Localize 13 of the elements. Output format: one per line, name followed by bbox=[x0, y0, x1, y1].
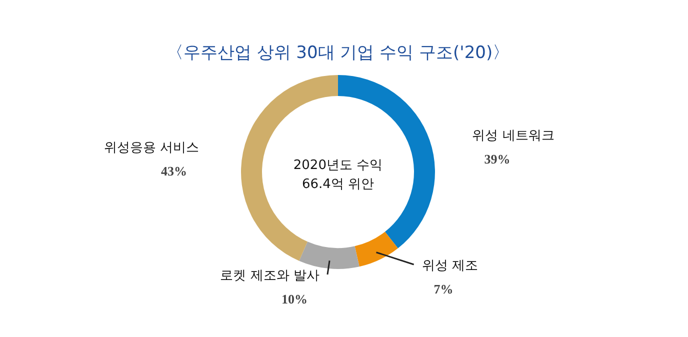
data-label: 39% bbox=[484, 151, 510, 166]
text: 66.4억 위안 bbox=[302, 177, 374, 192]
slice-label: 위성 네트워크 bbox=[472, 128, 554, 144]
slice-label: 위성 제조 bbox=[422, 258, 478, 274]
data-label: 10% bbox=[281, 292, 308, 307]
donut-slice bbox=[354, 232, 398, 267]
slice-label: 위성응용 서비스 bbox=[104, 140, 200, 156]
slice-label: 로켓 제조와 발사 bbox=[220, 268, 320, 284]
data-label: 7% bbox=[434, 282, 454, 297]
donut-slice bbox=[299, 242, 360, 269]
text: 2020년도 수익 bbox=[293, 158, 383, 173]
chart-title: 〈우주산업 상위 30대 기업 수익 구조('20)〉 bbox=[166, 43, 510, 63]
data-label: 43% bbox=[161, 164, 188, 179]
